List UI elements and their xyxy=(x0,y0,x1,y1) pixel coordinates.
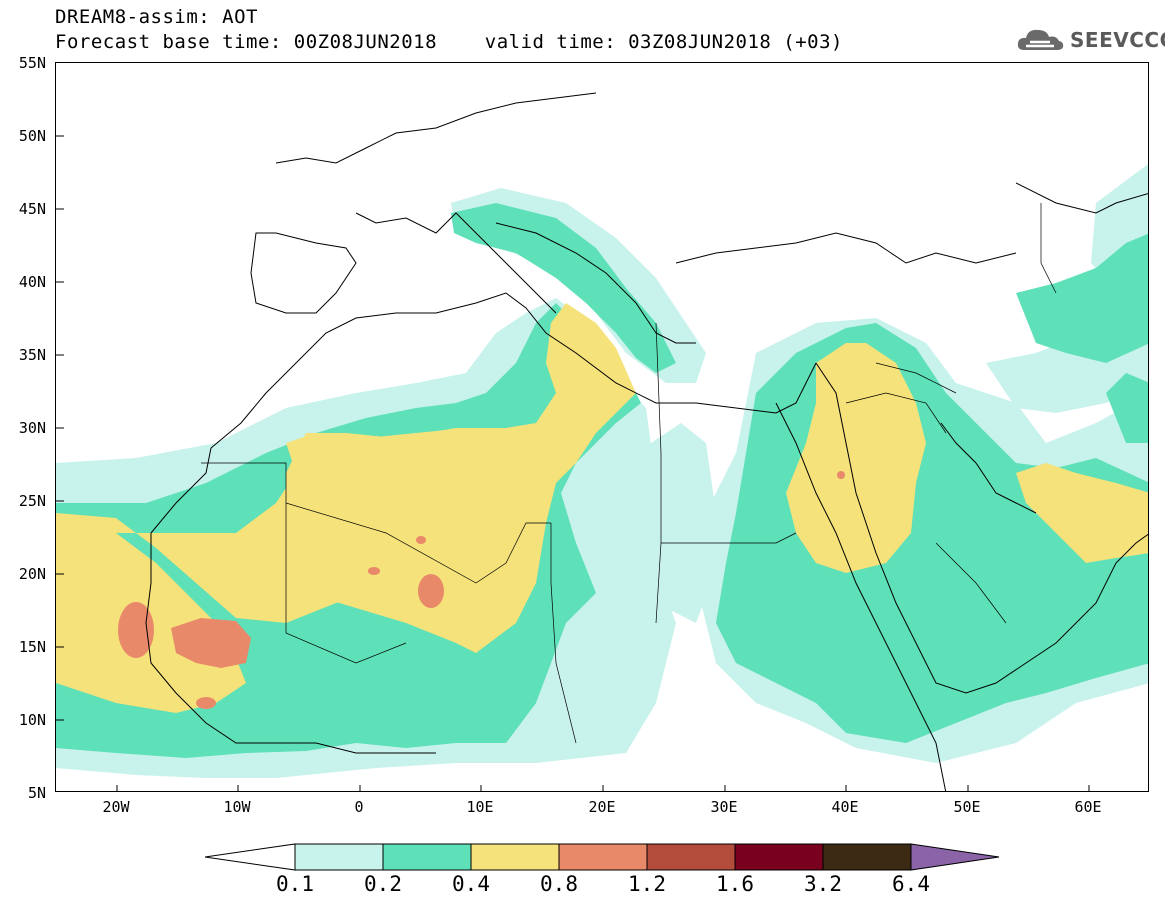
lat-label: 5N xyxy=(27,784,46,802)
legend-swatch xyxy=(382,843,472,871)
map-title: DREAM8-assim: AOT xyxy=(55,6,258,28)
lon-label: 20E xyxy=(588,798,616,816)
lon-label: 10W xyxy=(223,798,251,816)
cloud-logo-icon xyxy=(1017,29,1064,50)
legend-swatch xyxy=(558,843,648,871)
forecast-time-info: Forecast base time: 00Z08JUN2018 valid t… xyxy=(55,31,843,53)
legend-low-arrow xyxy=(204,843,296,871)
lon-label: 30E xyxy=(710,798,738,816)
legend-swatch xyxy=(646,843,736,871)
aot-0.8-regions xyxy=(118,471,845,709)
lat-label: 45N xyxy=(18,200,46,218)
legend-value: 3.2 xyxy=(804,872,842,896)
lon-label: 0 xyxy=(354,798,364,816)
legend-value: 6.4 xyxy=(892,872,930,896)
legend-value: 0.2 xyxy=(364,872,402,896)
legend-swatch xyxy=(822,843,912,871)
legend-value: 0.8 xyxy=(540,872,578,896)
lat-label: 35N xyxy=(18,346,46,364)
legend-swatch xyxy=(734,843,824,871)
lat-label: 55N xyxy=(18,54,46,72)
lat-label: 10N xyxy=(18,711,46,729)
lat-label: 25N xyxy=(18,492,46,510)
color-legend xyxy=(204,843,1000,875)
axis-ticks xyxy=(56,135,1090,791)
lat-label: 30N xyxy=(18,419,46,437)
map-plot xyxy=(56,92,1148,791)
legend-high-arrow xyxy=(910,843,1000,871)
legend-swatch xyxy=(294,843,384,871)
aot-map xyxy=(55,62,1149,792)
lat-label: 40N xyxy=(18,273,46,291)
lon-label: 60E xyxy=(1074,798,1102,816)
seevccc-logo: SEEVCCC xyxy=(1016,24,1165,56)
coastlines xyxy=(145,92,1148,791)
lon-label: 40E xyxy=(831,798,859,816)
legend-value: 0.1 xyxy=(276,872,314,896)
lat-label: 50N xyxy=(18,127,46,145)
legend-value: 1.2 xyxy=(628,872,666,896)
lon-label: 10E xyxy=(466,798,494,816)
logo-text: SEEVCCC xyxy=(1070,28,1165,52)
lat-label: 15N xyxy=(18,638,46,656)
legend-swatch xyxy=(470,843,560,871)
legend-value: 0.4 xyxy=(452,872,490,896)
aot-0.4-regions xyxy=(56,303,1148,713)
lon-label: 20W xyxy=(102,798,130,816)
country-borders xyxy=(201,203,1057,744)
lon-label: 50E xyxy=(953,798,981,816)
legend-value: 1.6 xyxy=(716,872,754,896)
lat-label: 20N xyxy=(18,565,46,583)
